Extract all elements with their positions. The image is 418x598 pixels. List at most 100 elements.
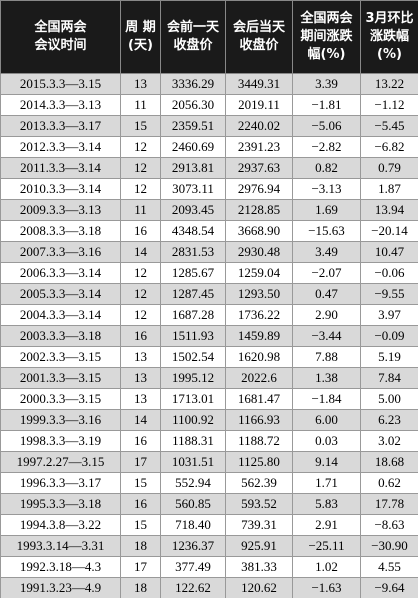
- table-cell: 1991.3.23—4.9: [0, 577, 121, 598]
- table-cell: 1997.2.27—3.15: [0, 451, 121, 473]
- table-cell: 552.94: [160, 472, 226, 494]
- table-cell: 14: [120, 409, 161, 431]
- table-cell: 1.71: [292, 472, 361, 494]
- table-cell: 1713.01: [160, 388, 226, 410]
- table-cell: 1993.3.14—3.31: [0, 535, 121, 557]
- table-cell: 3449.31: [225, 73, 293, 95]
- header-cell: 周 期 (天): [120, 0, 161, 74]
- table-cell: 1736.22: [225, 304, 293, 326]
- table-row: 2008.3.3—3.18 16 4348.54 3668.90 −15.63 −20.1…: [0, 220, 418, 242]
- table-cell: 13: [120, 367, 161, 389]
- table-cell: −9.55: [360, 283, 418, 305]
- table-cell: 15: [120, 514, 161, 536]
- header-cell: 3月环比 涨跌幅 (%): [360, 0, 418, 74]
- table-cell: 2391.23: [225, 136, 293, 158]
- header-cell: 会前一天 收盘价: [160, 0, 226, 74]
- table-cell: 2014.3.3—3.13: [0, 94, 121, 116]
- table-cell: 2001.3.3—3.15: [0, 367, 121, 389]
- table-cell: 2240.02: [225, 115, 293, 137]
- table-cell: 2831.53: [160, 241, 226, 263]
- table-cell: 122.62: [160, 577, 226, 598]
- table-cell: 2013.3.3—3.17: [0, 115, 121, 137]
- table-cell: 12: [120, 178, 161, 200]
- table-cell: 377.49: [160, 556, 226, 578]
- table-cell: 1100.92: [160, 409, 226, 431]
- table-cell: 0.03: [292, 430, 361, 452]
- table-cell: 4348.54: [160, 220, 226, 242]
- table-cell: 1996.3.3—3.17: [0, 472, 121, 494]
- table-cell: 1031.51: [160, 451, 226, 473]
- table-cell: 2.90: [292, 304, 361, 326]
- header-line: 收盘价: [173, 38, 213, 53]
- table-cell: −15.63: [292, 220, 361, 242]
- table-row: 2001.3.3—3.15 13 1995.12 2022.6 1.38 7.84: [0, 367, 418, 389]
- table-cell: 18: [120, 577, 161, 598]
- table-cell: 925.91: [225, 535, 293, 557]
- table-cell: 3.97: [360, 304, 418, 326]
- table-cell: −0.06: [360, 262, 418, 284]
- table-cell: 1999.3.3—3.16: [0, 409, 121, 431]
- table-cell: 0.79: [360, 157, 418, 179]
- table-cell: 1188.31: [160, 430, 226, 452]
- table-cell: 0.47: [292, 283, 361, 305]
- table-cell: 2012.3.3—3.14: [0, 136, 121, 158]
- table-cell: −8.63: [360, 514, 418, 536]
- table-cell: 1.38: [292, 367, 361, 389]
- table-cell: 1236.37: [160, 535, 226, 557]
- table-cell: 16: [120, 220, 161, 242]
- table-cell: 13: [120, 346, 161, 368]
- table-cell: 18.68: [360, 451, 418, 473]
- table-cell: 2093.45: [160, 199, 226, 221]
- table-cell: 4.55: [360, 556, 418, 578]
- table-cell: 7.88: [292, 346, 361, 368]
- table-cell: −6.82: [360, 136, 418, 158]
- table-cell: 3668.90: [225, 220, 293, 242]
- table-cell: 13.22: [360, 73, 418, 95]
- table-cell: 11: [120, 94, 161, 116]
- header-line: 会后当天: [232, 20, 285, 35]
- table-cell: −1.63: [292, 577, 361, 598]
- table-row: 1997.2.27—3.15 17 1031.51 1125.80 9.14 18.68: [0, 451, 418, 473]
- table-cell: 7.84: [360, 367, 418, 389]
- table-cell: −1.84: [292, 388, 361, 410]
- table-cell: 2.91: [292, 514, 361, 536]
- table-row: 2009.3.3—3.13 11 2093.45 2128.85 1.69 13.94: [0, 199, 418, 221]
- table-row: 2002.3.3—3.15 13 1502.54 1620.98 7.88 5.19: [0, 346, 418, 368]
- header-line: (天): [128, 38, 153, 53]
- table-cell: 13.94: [360, 199, 418, 221]
- table-cell: 2022.6: [225, 367, 293, 389]
- table-cell: −3.13: [292, 178, 361, 200]
- table-cell: 12: [120, 304, 161, 326]
- table-row: 2011.3.3—3.14 12 2913.81 2937.63 0.82 0.79: [0, 157, 418, 179]
- table-cell: 9.14: [292, 451, 361, 473]
- table-cell: 15: [120, 472, 161, 494]
- table-cell: 1259.04: [225, 262, 293, 284]
- table-cell: 1293.50: [225, 283, 293, 305]
- table-cell: 3.49: [292, 241, 361, 263]
- table-cell: 5.19: [360, 346, 418, 368]
- table-row: 2010.3.3—3.14 12 3073.11 2976.94 −3.13 1.87: [0, 178, 418, 200]
- table-cell: 6.00: [292, 409, 361, 431]
- table-row: 2007.3.3—3.16 14 2831.53 2930.48 3.49 10.47: [0, 241, 418, 263]
- table-cell: 16: [120, 430, 161, 452]
- table-cell: 2015.3.3—3.15: [0, 73, 121, 95]
- table-cell: 381.33: [225, 556, 293, 578]
- table-cell: 1620.98: [225, 346, 293, 368]
- table-cell: 2010.3.3—3.14: [0, 178, 121, 200]
- table-cell: 14: [120, 241, 161, 263]
- header-line: 期间涨跌: [300, 29, 353, 44]
- header-line: 会前一天: [166, 20, 219, 35]
- table-row: 1999.3.3—3.16 14 1100.92 1166.93 6.00 6.23: [0, 409, 418, 431]
- header-line: 3月环比: [365, 11, 414, 26]
- header-line: 幅(%): [307, 47, 346, 62]
- table-cell: 2008.3.3—3.18: [0, 220, 121, 242]
- table-cell: −3.44: [292, 325, 361, 347]
- table-cell: 2937.63: [225, 157, 293, 179]
- header-line: (%): [377, 47, 402, 62]
- table-cell: 12: [120, 136, 161, 158]
- table-cell: 1166.93: [225, 409, 293, 431]
- table-cell: 12: [120, 262, 161, 284]
- table-cell: 11: [120, 199, 161, 221]
- table-cell: 1994.3.8—3.22: [0, 514, 121, 536]
